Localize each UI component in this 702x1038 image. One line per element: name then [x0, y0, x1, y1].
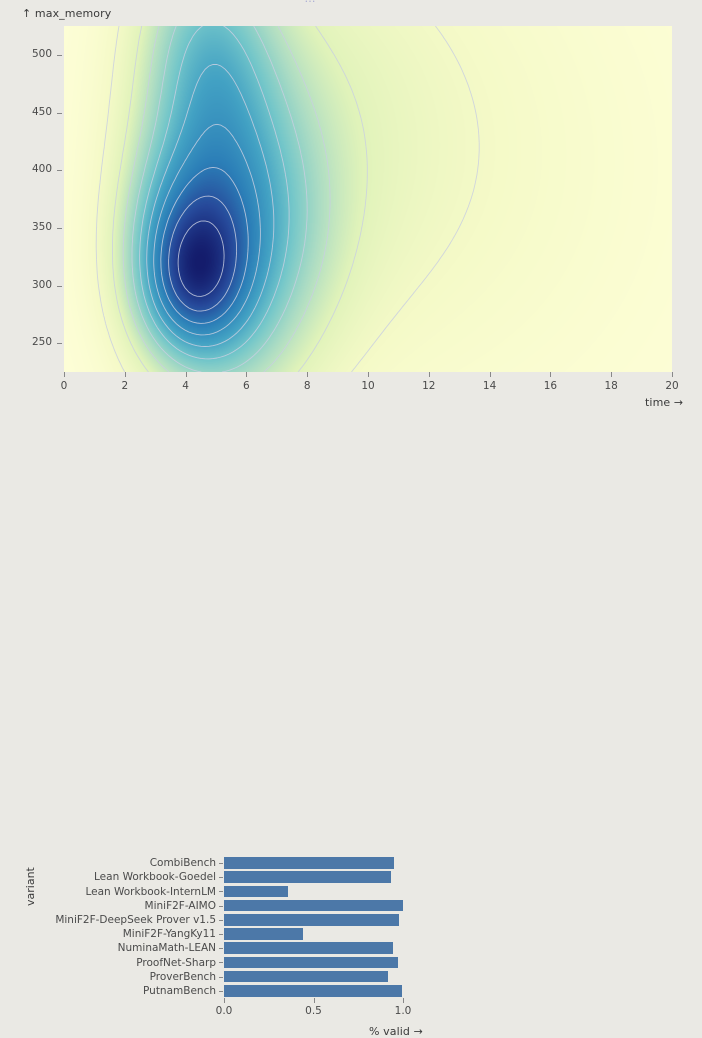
variant-bar[interactable] — [224, 914, 400, 926]
clipped-overhead-title: … — [210, 0, 410, 2]
variant-x-tick-label: 0.0 — [215, 1005, 233, 1017]
variant-category-label: PutnamBench — [143, 985, 216, 997]
variant-bar[interactable] — [224, 956, 398, 969]
heatmap-x-tick-label: 16 — [543, 380, 558, 392]
heatmap-density-canvas — [64, 26, 672, 372]
heatmap-x-tick-mark — [489, 372, 491, 377]
variant-x-tick-mark — [403, 998, 404, 1003]
heatmap-x-tick-mark — [368, 372, 369, 377]
heatmap-x-tick-mark — [124, 372, 126, 377]
variant-y-tick-mark — [219, 948, 223, 950]
heatmap-y-tick-mark — [57, 343, 62, 345]
variant-category-label: Lean Workbook-Goedel — [94, 871, 216, 884]
heatmap-x-tick-mark — [550, 372, 552, 377]
variant-y-tick-mark — [219, 905, 223, 907]
variant-x-axis-title: % valid → — [369, 1025, 423, 1038]
heatmap-y-tick-mark — [57, 285, 62, 287]
heatmap-x-tick-label: 10 — [361, 380, 375, 392]
variant-y-tick-mark — [219, 962, 223, 964]
heatmap-x-tick-mark — [185, 372, 187, 377]
variant-bar[interactable] — [224, 885, 289, 898]
variant-y-tick-mark — [219, 934, 223, 935]
heatmap-x-tick-label: 14 — [482, 380, 497, 392]
heatmap-y-tick-mark — [57, 170, 62, 172]
variant-bar[interactable] — [224, 857, 394, 869]
heatmap-y-tick-label: 500 — [31, 47, 52, 60]
heatmap-x-tick-label: 20 — [665, 380, 679, 392]
heatmap-x-axis-title: time → — [645, 396, 684, 409]
variant-y-tick-mark — [219, 891, 223, 893]
variant-bar[interactable] — [224, 871, 391, 883]
variant-y-tick-mark — [219, 863, 223, 864]
heatmap-x-tick-label: 6 — [243, 380, 250, 392]
variant-category-label: CombiBench — [149, 857, 216, 870]
variant-category-label: ProofNet-Sharp — [136, 956, 216, 969]
variant-bar[interactable] — [224, 899, 403, 912]
variant-y-tick-mark — [219, 990, 223, 992]
heatmap-y-tick-mark — [57, 227, 62, 229]
variant-y-tick-mark — [219, 877, 223, 879]
heatmap-x-tick-label: 18 — [604, 380, 618, 392]
heatmap-panel: ↑ max_memory 500 450 400 350 300 250 0 2 4 6 8 10 1… — [0, 0, 702, 409]
variant-y-tick-mark — [219, 919, 223, 921]
heatmap-y-tick-mark — [57, 54, 62, 56]
heatmap-contour-lines — [95, 26, 480, 372]
heatmap-x-tick-mark — [307, 372, 309, 377]
variant-bar-chart-panel: variant CombiBench Lean Workbook-Goedel Le… — [0, 412, 423, 1038]
variant-category-label: Lean Workbook-InternLM — [85, 885, 216, 898]
variant-category-label: ProverBench — [149, 970, 216, 983]
variant-bar[interactable] — [224, 942, 394, 954]
variant-category-label: MiniF2F-DeepSeek Prover v1.5 — [55, 914, 216, 926]
heatmap-x-tick-mark — [672, 372, 673, 377]
heatmap-y-tick-label: 400 — [31, 163, 52, 176]
heatmap-x-tick-label: 12 — [422, 380, 436, 392]
variant-category-label: NuminaMath-LEAN — [117, 942, 216, 955]
heatmap-x-tick-mark — [64, 372, 65, 377]
heatmap-y-axis-title: ↑ max_memory — [22, 7, 112, 20]
variant-x-tick-label: 1.0 — [394, 1005, 412, 1017]
heatmap-plot-area — [64, 26, 672, 372]
heatmap-y-tick-label: 450 — [31, 105, 52, 118]
heatmap-x-tick-label: 4 — [182, 380, 189, 392]
variant-x-tick-mark — [313, 998, 315, 1003]
variant-x-tick-mark — [224, 998, 225, 1003]
heatmap-x-tick-label: 2 — [121, 380, 129, 392]
variant-bar[interactable] — [224, 985, 403, 997]
heatmap-y-tick-mark — [57, 112, 62, 114]
heatmap-y-tick-label: 250 — [31, 336, 52, 349]
variant-bar[interactable] — [224, 970, 388, 983]
heatmap-y-tick-label: 350 — [31, 220, 52, 233]
proof-bar-chart-panel: ↑ count 0000000 falsetrue Has Formal Pro… — [420, 412, 702, 632]
variant-category-label: MiniF2F-YangKy11 — [122, 928, 216, 941]
heatmap-x-tick-label: 0 — [60, 380, 68, 392]
variant-category-label: MiniF2F-AIMO — [144, 899, 216, 912]
variant-bar[interactable] — [224, 928, 303, 940]
heatmap-y-tick-label: 300 — [31, 278, 52, 291]
heatmap-x-tick-mark — [246, 372, 248, 377]
heatmap-x-tick-label: 8 — [303, 380, 311, 392]
variant-y-tick-mark — [219, 976, 223, 978]
heatmap-x-tick-mark — [611, 372, 613, 377]
variant-x-tick-label: 0.5 — [305, 1005, 322, 1017]
heatmap-x-tick-mark — [428, 372, 430, 377]
variant-plot-area — [224, 856, 403, 998]
